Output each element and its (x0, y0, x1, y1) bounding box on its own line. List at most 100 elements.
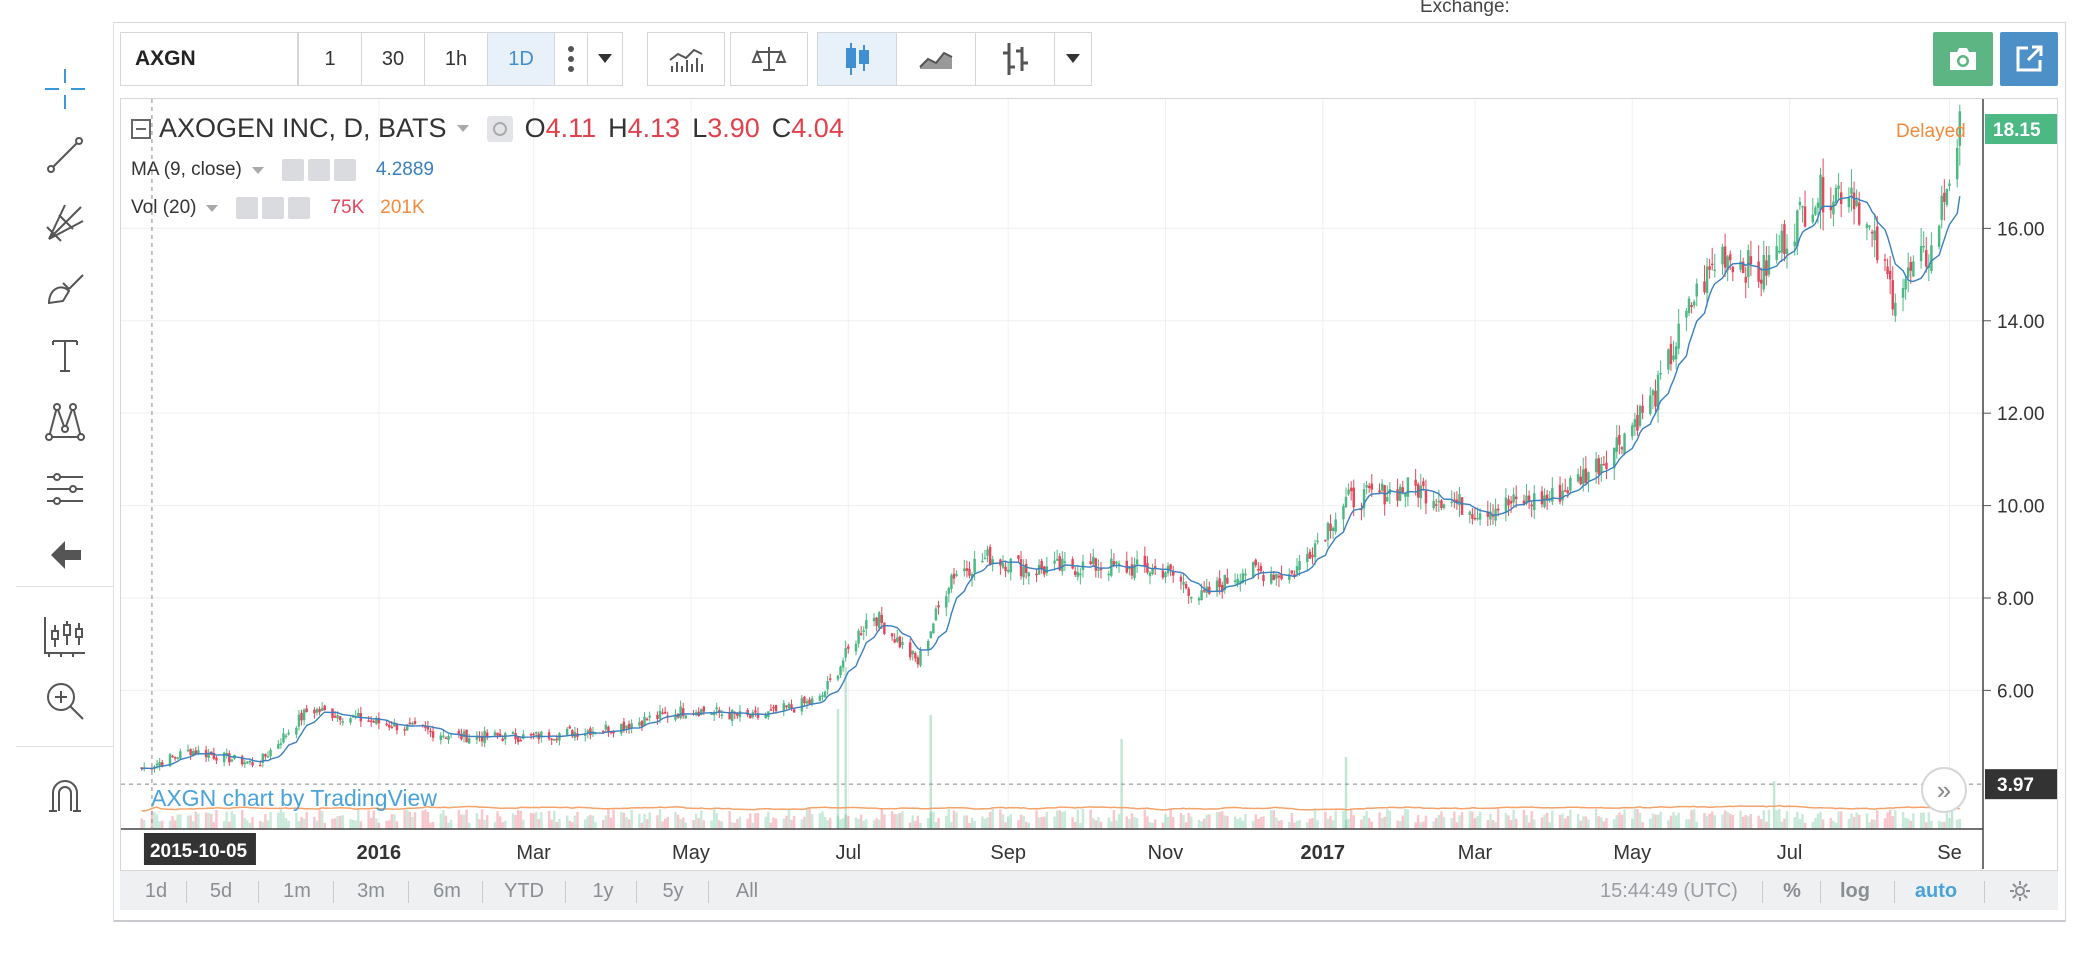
range-6m-button[interactable]: 6m (433, 879, 461, 902)
candle (1945, 189, 1949, 205)
ma-settings-gear-icon[interactable] (307, 159, 330, 181)
volume-bar (1130, 813, 1134, 829)
chart-style-dropdown-icon[interactable] (1054, 32, 1092, 86)
candle (844, 648, 847, 658)
volume-bar (431, 821, 435, 829)
candle (952, 573, 956, 579)
chart-watermark[interactable]: AXGN chart by TradingView (151, 785, 437, 811)
visibility-eye-icon[interactable] (486, 115, 513, 142)
range-3m-button[interactable]: 3m (357, 879, 385, 902)
candle (1442, 504, 1446, 509)
range-1y-button[interactable]: 1y (592, 879, 614, 902)
volume-bar (1236, 819, 1239, 829)
candle (1197, 598, 1201, 601)
interval-1h-button[interactable]: 1h (424, 32, 488, 86)
ma-label[interactable]: MA (9, close) (131, 159, 242, 180)
candle (155, 763, 159, 766)
chart-settings-gear-icon[interactable] (2000, 871, 2040, 911)
candle (880, 615, 884, 623)
bars-style-icon[interactable] (975, 32, 1055, 86)
vol-settings-gear-icon[interactable] (262, 197, 285, 219)
volume-bar (1197, 819, 1201, 829)
candle (1329, 523, 1332, 532)
snapshot-camera-icon[interactable] (1933, 32, 1993, 86)
series-title[interactable]: AXOGEN INC, D, BATS (159, 113, 447, 143)
collapse-legend-icon[interactable] (131, 118, 151, 139)
volume-bar (1692, 809, 1696, 829)
ma-remove-close-icon[interactable] (333, 159, 356, 181)
zoom-in-icon[interactable] (16, 670, 114, 732)
close-value: 4.04 (791, 113, 844, 143)
auto-scale-button[interactable]: auto (1914, 879, 1958, 902)
indicators-icon[interactable] (647, 32, 725, 86)
volume-bar (478, 819, 481, 829)
volume-bar (1308, 818, 1312, 829)
volume-bar (991, 808, 994, 829)
vol-label[interactable]: Vol (20) (131, 197, 197, 218)
popout-window-icon[interactable] (2000, 32, 2058, 86)
range-5d-button[interactable]: 5d (209, 879, 233, 902)
ma-visibility-icon[interactable] (281, 159, 304, 181)
volume-bar (320, 811, 324, 829)
range-5y-button[interactable]: 5y (662, 879, 684, 902)
interval-1d-button[interactable]: 1D (487, 32, 555, 86)
crosshair-tool-icon[interactable] (16, 58, 114, 120)
pattern-tool-icon[interactable] (16, 390, 114, 452)
volume-bar (1115, 820, 1118, 829)
volume-bar (720, 821, 724, 829)
volume-bar (790, 819, 793, 829)
volume-bar (514, 814, 517, 829)
bottom-separator (1894, 881, 1895, 903)
vol-visibility-icon[interactable] (236, 197, 259, 219)
candle (1533, 493, 1536, 511)
volume-bar (1006, 816, 1010, 829)
range-1m-button[interactable]: 1m (283, 879, 311, 902)
volume-bar (1566, 815, 1570, 829)
percent-scale-button[interactable]: % (1783, 879, 1801, 902)
area-style-icon[interactable] (896, 32, 976, 86)
volume-bar (1649, 818, 1652, 829)
chart-properties-icon[interactable] (16, 604, 114, 666)
candle (1811, 214, 1815, 223)
series-menu-caret-icon[interactable] (456, 125, 469, 132)
candle (1855, 200, 1858, 206)
candle (336, 715, 339, 719)
chart-pane[interactable]: 6.00 8.00 10.00 12.00 14.00 16.00 2016 Mar May Ju… (120, 98, 2058, 910)
candle (1857, 202, 1861, 225)
candles-style-icon[interactable] (817, 32, 897, 86)
compare-icon[interactable] (730, 32, 808, 86)
interval-dropdown-icon[interactable] (587, 32, 623, 86)
volume-bar (1419, 822, 1423, 829)
back-arrow-icon[interactable] (16, 524, 114, 586)
candle (658, 710, 662, 719)
range-all-button[interactable]: All (735, 879, 759, 902)
candle (1352, 487, 1355, 508)
interval-30-button[interactable]: 30 (361, 32, 425, 86)
volume-bar (607, 809, 610, 829)
range-ytd-button[interactable]: YTD (504, 879, 544, 902)
prediction-measure-tool-icon[interactable] (16, 458, 114, 520)
candle (1602, 463, 1606, 466)
symbol-input[interactable] (120, 32, 298, 86)
more-intervals-icon[interactable] (554, 32, 588, 86)
candle (792, 709, 796, 713)
range-1d-button[interactable]: 1d (144, 879, 168, 902)
vol-menu-caret-icon[interactable] (206, 204, 219, 212)
candle (395, 724, 399, 731)
scroll-to-realtime-icon[interactable]: » (1921, 767, 1967, 813)
ma-menu-caret-icon[interactable] (251, 166, 264, 174)
interval-1-button[interactable]: 1 (298, 32, 362, 86)
log-scale-button[interactable]: log (1840, 879, 1870, 902)
volume-bar (1239, 817, 1242, 829)
volume-bar (1205, 814, 1208, 829)
price-chart[interactable]: 6.00 8.00 10.00 12.00 14.00 16.00 2016 Mar May Ju… (121, 99, 2059, 869)
text-tool-icon[interactable] (16, 324, 114, 386)
volume-bar (457, 809, 461, 829)
magnet-icon[interactable] (16, 764, 114, 826)
volume-bar (197, 813, 200, 829)
utc-clock[interactable]: 15:44:49 (UTC) (1600, 880, 1738, 902)
gann-fib-tool-icon[interactable] (16, 192, 114, 254)
vol-remove-close-icon[interactable] (288, 197, 311, 219)
brush-tool-icon[interactable] (16, 258, 114, 320)
trend-line-tool-icon[interactable] (16, 124, 114, 186)
